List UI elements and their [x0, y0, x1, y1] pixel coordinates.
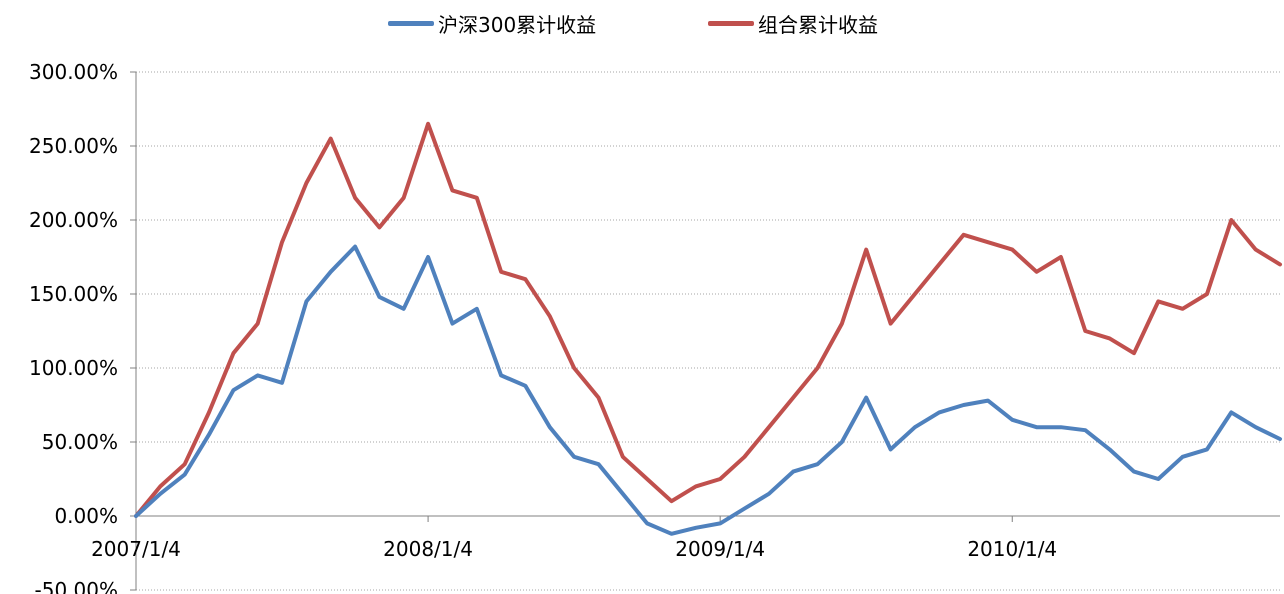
legend: 沪深300累计收益 组合累计收益	[0, 8, 1284, 38]
axes	[135, 72, 1280, 590]
y-tick-label: 100.00%	[29, 356, 118, 380]
y-tick-label: 300.00%	[29, 60, 118, 84]
y-tick-label: 50.00%	[42, 430, 118, 454]
series-line-hs300	[134, 244, 1282, 536]
series-lines	[134, 121, 1282, 536]
x-tick-label: 2010/1/4	[967, 537, 1057, 561]
grid-lines	[136, 71, 1280, 591]
legend-label-hs300: 沪深300累计收益	[438, 12, 597, 37]
x-tick-label: 2008/1/4	[383, 537, 473, 561]
y-tick-label: 0.00%	[54, 504, 118, 528]
y-tick-label: 200.00%	[29, 208, 118, 232]
legend-item-portfolio: 组合累计收益	[708, 8, 878, 38]
legend-item-hs300: 沪深300累计收益	[388, 8, 596, 38]
legend-swatch-hs300	[388, 20, 434, 26]
y-tick-label: -50.00%	[35, 578, 118, 594]
series-line-portfolio	[134, 121, 1282, 518]
y-tick-label: 150.00%	[29, 282, 118, 306]
x-tick-label: 2007/1/4	[91, 537, 181, 561]
x-axis-ticks: 2007/1/4 2008/1/4 2009/1/4 2010/1/4	[91, 516, 1057, 561]
legend-label-portfolio: 组合累计收益	[758, 12, 878, 37]
legend-swatch-portfolio	[708, 20, 754, 26]
y-tick-label: 250.00%	[29, 134, 118, 158]
y-axis-ticks: -50.00% 0.00% 50.00% 100.00% 150.00% 200.00% 2…	[29, 60, 136, 594]
x-tick-label: 2009/1/4	[675, 537, 765, 561]
